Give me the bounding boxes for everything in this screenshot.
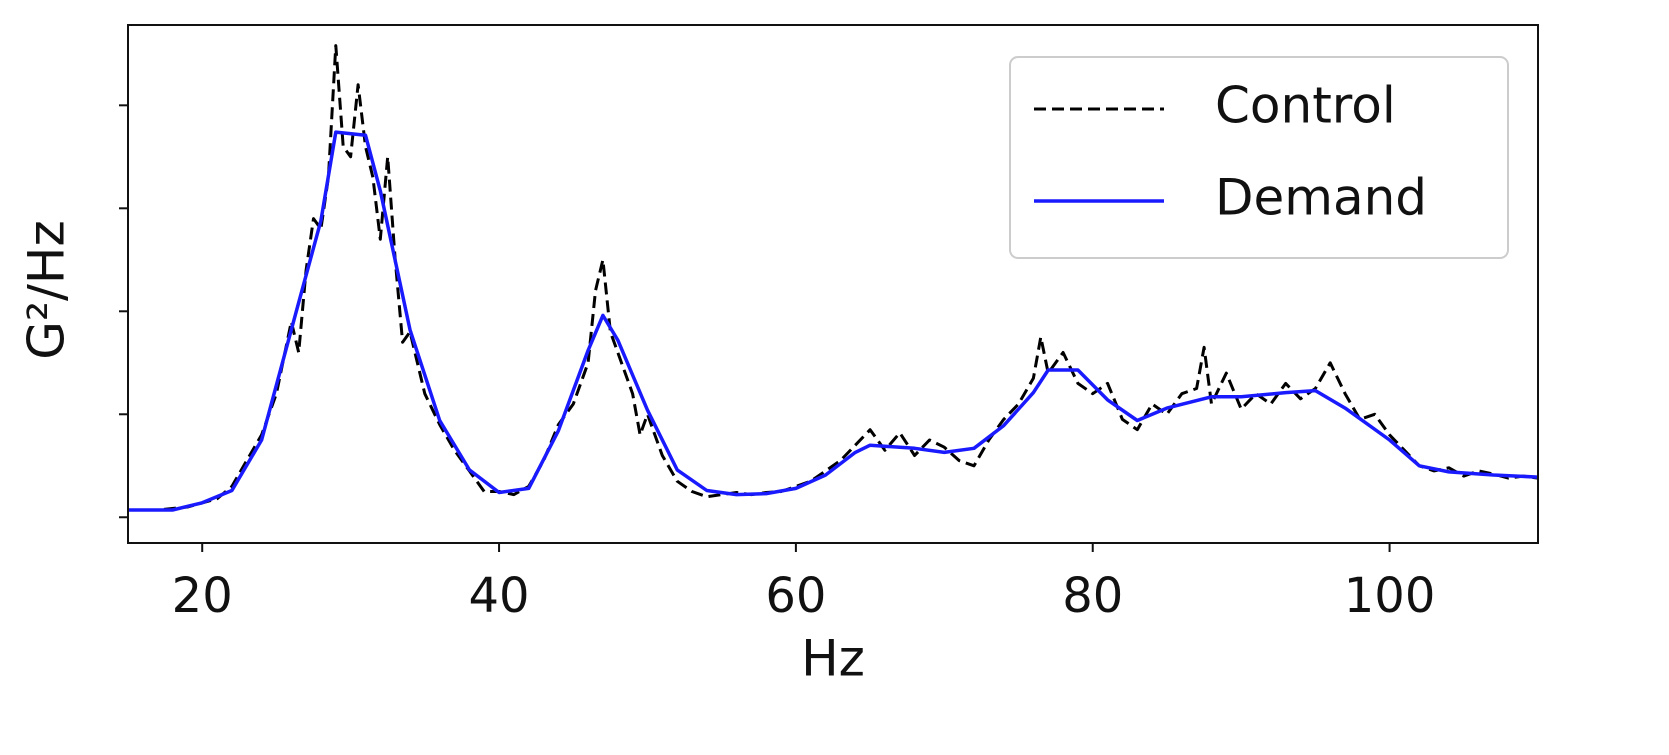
legend-label: Control (1215, 77, 1396, 135)
x-tick-label: 80 (1062, 568, 1123, 624)
legend-box (1009, 56, 1509, 259)
legend-label: Demand (1215, 169, 1427, 227)
y-axis-label: G²/Hz (18, 220, 76, 359)
plot-frame (127, 24, 1539, 544)
x-tick-label: 20 (172, 568, 233, 624)
x-tick-label: 40 (469, 568, 530, 624)
x-tick-label: 100 (1344, 568, 1436, 624)
x-axis-label: Hz (801, 630, 865, 688)
x-tick-label: 60 (765, 568, 826, 624)
data-line (128, 130, 1538, 512)
